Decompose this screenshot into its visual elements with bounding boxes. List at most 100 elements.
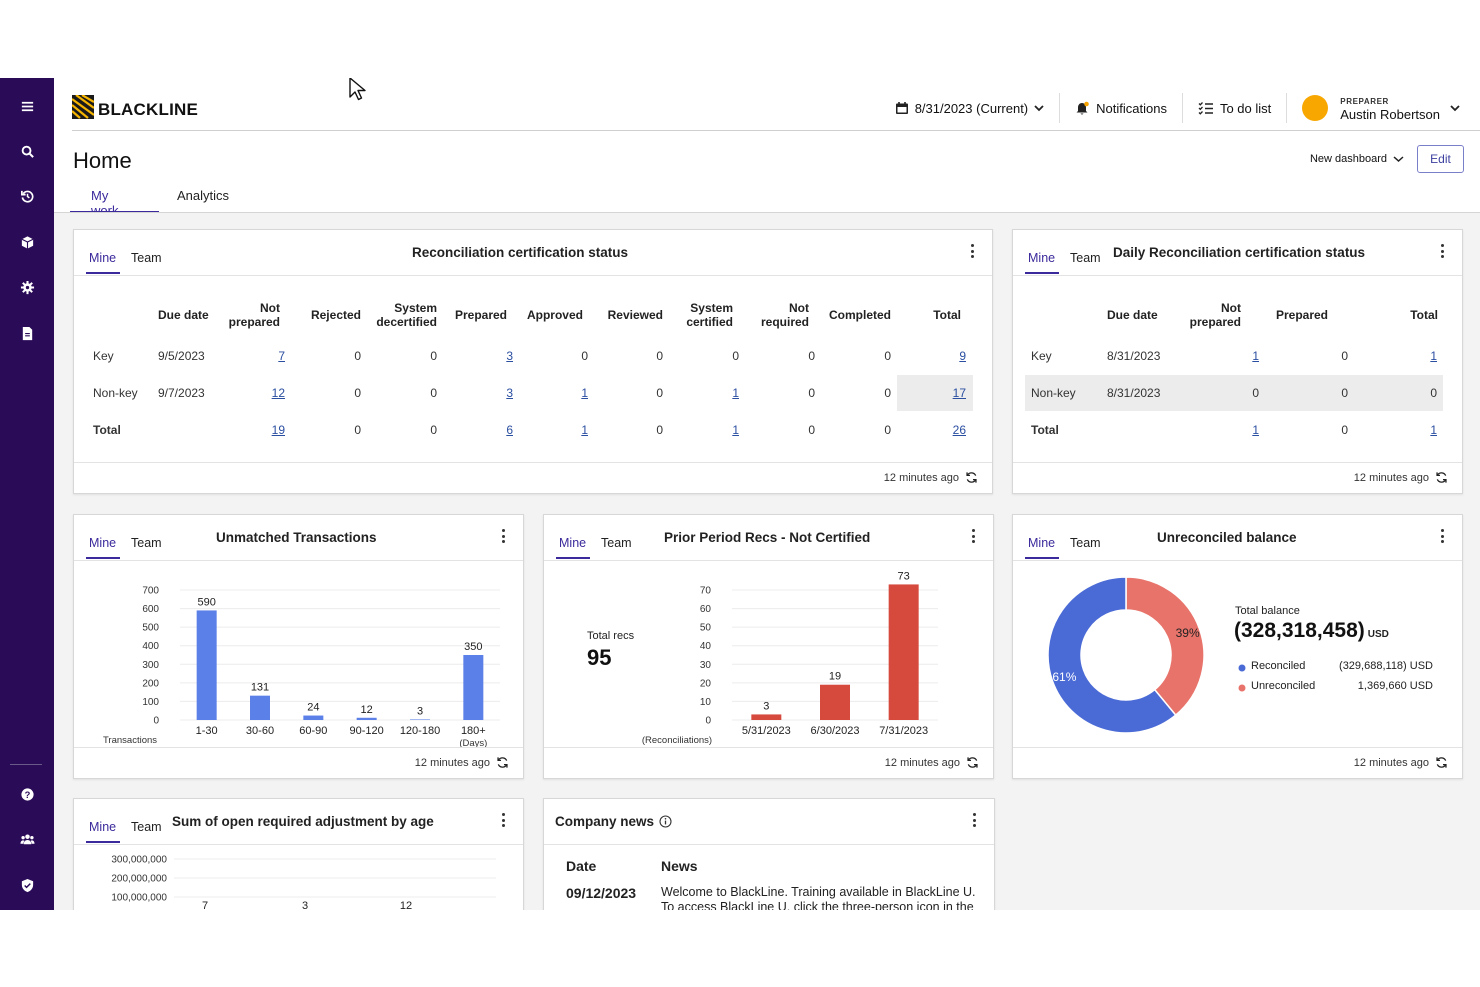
hover-cell-highlight bbox=[897, 375, 973, 411]
more-options-icon[interactable] bbox=[970, 244, 974, 258]
y-tick-label: 40 bbox=[700, 641, 712, 652]
more-options-icon[interactable] bbox=[971, 529, 975, 543]
count-link[interactable]: 1 bbox=[1430, 349, 1437, 363]
count-link[interactable]: 1 bbox=[1252, 423, 1259, 437]
count-link[interactable]: 3 bbox=[506, 386, 513, 400]
document-icon[interactable] bbox=[17, 323, 37, 343]
count-link[interactable]: 9 bbox=[959, 349, 966, 363]
x-axis-label: (Days) bbox=[459, 738, 487, 748]
team-tab[interactable]: Team bbox=[1070, 251, 1101, 265]
count-link[interactable]: 26 bbox=[952, 423, 966, 437]
row-label: Non-key bbox=[93, 386, 138, 400]
more-options-icon[interactable] bbox=[972, 813, 976, 827]
y-tick-label: 400 bbox=[142, 641, 159, 652]
shield-icon[interactable] bbox=[17, 875, 37, 895]
blackline-logo[interactable]: BLACKLINE bbox=[72, 94, 198, 120]
more-options-icon[interactable] bbox=[1440, 529, 1444, 543]
gear-icon[interactable] bbox=[17, 277, 37, 297]
period-selector[interactable]: 8/31/2023 (Current) bbox=[880, 93, 1059, 123]
refresh-icon[interactable] bbox=[965, 471, 978, 484]
new-dashboard-label: New dashboard bbox=[1309, 153, 1387, 165]
last-updated-label: 12 minutes ago bbox=[1353, 756, 1429, 769]
team-icon[interactable] bbox=[17, 829, 37, 849]
count-link[interactable]: 1 bbox=[1252, 349, 1259, 363]
count-link[interactable]: 17 bbox=[952, 386, 966, 400]
user-menu[interactable]: PREPARER Austin Robertson bbox=[1287, 93, 1460, 123]
y-tick-label: 300,000,000 bbox=[111, 855, 167, 866]
y-tick-label: 500 bbox=[142, 623, 159, 634]
chevron-down-icon bbox=[1393, 156, 1404, 163]
y-axis-label: (Reconciliations) bbox=[642, 735, 712, 746]
count-link[interactable]: 3 bbox=[506, 349, 513, 363]
currency-label: USD bbox=[1367, 629, 1389, 640]
team-tab[interactable]: Team bbox=[131, 251, 162, 265]
column-header: Approved bbox=[526, 308, 583, 322]
prior-period-bar-chart: 0 10 20 30 40 50 60 70 3 5/31/2023 19 6/30/2023 73 7/… bbox=[642, 570, 938, 746]
new-dashboard-dropdown[interactable]: New dashboard bbox=[1310, 153, 1404, 165]
count-link[interactable]: 1 bbox=[1430, 423, 1437, 437]
data-label: 3 bbox=[302, 900, 308, 910]
card-header: Mine Team Reconciliation certification s… bbox=[74, 230, 992, 276]
count-link[interactable]: 1 bbox=[581, 386, 588, 400]
count-link[interactable]: 1 bbox=[732, 423, 739, 437]
refresh-icon[interactable] bbox=[1435, 756, 1448, 769]
row-label: Key bbox=[1031, 349, 1052, 363]
card-title: Company news bbox=[555, 814, 655, 829]
count-link[interactable]: 12 bbox=[271, 386, 285, 400]
count-link[interactable]: 1 bbox=[581, 423, 588, 437]
data-label: 3 bbox=[417, 705, 423, 717]
calendar-icon bbox=[895, 102, 908, 114]
edit-button[interactable]: Edit bbox=[1417, 145, 1464, 173]
data-label: 12 bbox=[361, 704, 373, 716]
y-tick-label: 200 bbox=[142, 678, 159, 689]
notifications-button[interactable]: Notifications bbox=[1060, 93, 1182, 123]
history-icon[interactable] bbox=[17, 186, 37, 206]
slice-label: 39% bbox=[1176, 626, 1200, 640]
count-value: 0 bbox=[1341, 349, 1348, 363]
team-tab[interactable]: Team bbox=[131, 536, 162, 550]
count-value: 0 bbox=[430, 349, 437, 363]
mine-tab[interactable]: Mine bbox=[89, 251, 117, 265]
team-tab[interactable]: Team bbox=[1070, 536, 1101, 550]
data-label: 590 bbox=[197, 596, 215, 608]
todo-list-button[interactable]: To do list bbox=[1183, 93, 1286, 123]
period-label: 8/31/2023 (Current) bbox=[914, 100, 1029, 116]
card-header: Mine Team Unmatched Transactions bbox=[74, 515, 523, 561]
mine-tab[interactable]: Mine bbox=[89, 820, 117, 834]
legend-swatch bbox=[1238, 684, 1246, 692]
tab-analytics[interactable]: Analytics bbox=[177, 188, 230, 203]
checklist-icon bbox=[1198, 102, 1213, 115]
more-options-icon[interactable] bbox=[501, 813, 505, 827]
menu-icon[interactable] bbox=[17, 96, 37, 116]
refresh-icon[interactable] bbox=[1435, 471, 1448, 484]
count-link[interactable]: 6 bbox=[506, 423, 513, 437]
mine-tab[interactable]: Mine bbox=[559, 536, 587, 550]
refresh-icon[interactable] bbox=[966, 756, 979, 769]
header-divider-line bbox=[72, 130, 1480, 131]
more-options-icon[interactable] bbox=[1440, 244, 1444, 258]
last-updated: 12 minutes ago bbox=[1354, 756, 1448, 769]
y-tick-label: 0 bbox=[705, 716, 711, 727]
mouse-cursor-icon bbox=[349, 78, 366, 101]
refresh-icon[interactable] bbox=[496, 756, 509, 769]
mine-tab[interactable]: Mine bbox=[89, 536, 117, 550]
column-header: Due date bbox=[158, 308, 209, 322]
column-header: Due date bbox=[1107, 308, 1158, 322]
more-options-icon[interactable] bbox=[501, 529, 505, 543]
chevron-down-icon bbox=[1034, 105, 1044, 112]
count-link[interactable]: 1 bbox=[732, 386, 739, 400]
mine-tab[interactable]: Mine bbox=[1028, 251, 1056, 265]
last-updated: 12 minutes ago bbox=[1354, 471, 1448, 484]
team-tab[interactable]: Team bbox=[131, 820, 162, 834]
mine-tab[interactable]: Mine bbox=[1028, 536, 1056, 550]
help-icon[interactable]: ? bbox=[17, 784, 37, 804]
box-icon[interactable] bbox=[17, 232, 37, 252]
team-tab[interactable]: Team bbox=[601, 536, 632, 550]
info-icon[interactable] bbox=[659, 815, 672, 828]
search-icon[interactable] bbox=[17, 141, 37, 161]
count-link[interactable]: 19 bbox=[271, 423, 285, 437]
count-link[interactable]: 7 bbox=[278, 349, 285, 363]
chevron-down-icon bbox=[1450, 105, 1460, 112]
user-name: Austin Robertson bbox=[1340, 107, 1440, 122]
mine-tab-indicator bbox=[86, 841, 120, 843]
